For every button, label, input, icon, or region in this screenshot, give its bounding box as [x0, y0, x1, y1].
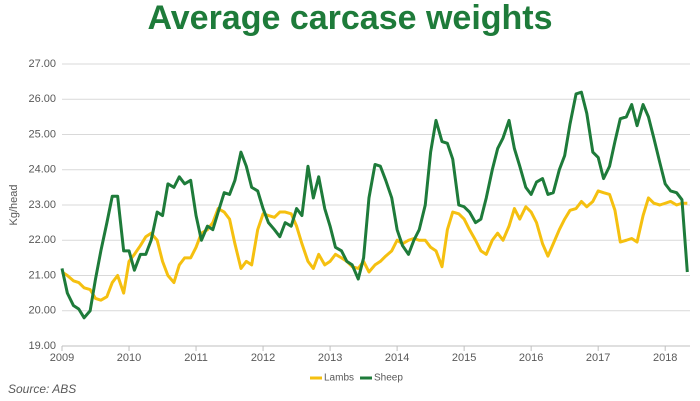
- legend-label: Lambs: [324, 373, 354, 384]
- y-tick-label: 20.00: [28, 305, 56, 317]
- x-tick-label: 2018: [653, 352, 677, 364]
- y-tick-label: 22.00: [28, 234, 56, 246]
- x-tick-label: 2016: [519, 352, 543, 364]
- y-tick-label: 27.00: [28, 58, 56, 70]
- y-tick-label: 26.00: [28, 93, 56, 105]
- source: Source: ABS: [8, 382, 76, 396]
- line-series: [60, 90, 689, 320]
- y-tick-label: 23.00: [28, 199, 56, 211]
- y-tick-label: 21.00: [28, 269, 56, 281]
- x-tick-label: 2015: [452, 352, 476, 364]
- chart-title: Average carcase weights: [147, 0, 552, 37]
- x-tick-label: 2010: [117, 352, 141, 364]
- x-tick-label: 2014: [385, 352, 409, 364]
- x-tick-label: 2017: [586, 352, 610, 364]
- x-tick-label: 2009: [50, 352, 74, 364]
- y-axis-label: Kg/head: [8, 185, 20, 226]
- y-tick-label: 24.00: [28, 164, 56, 176]
- line-series: [61, 189, 688, 302]
- y-tick-label: 25.00: [28, 128, 56, 140]
- x-tick-label: 2013: [318, 352, 342, 364]
- legend-label: Sheep: [374, 373, 403, 384]
- x-tick-label: 2012: [251, 352, 275, 364]
- x-tick-label: 2011: [184, 352, 208, 364]
- y-tick-label: 19.00: [28, 340, 56, 352]
